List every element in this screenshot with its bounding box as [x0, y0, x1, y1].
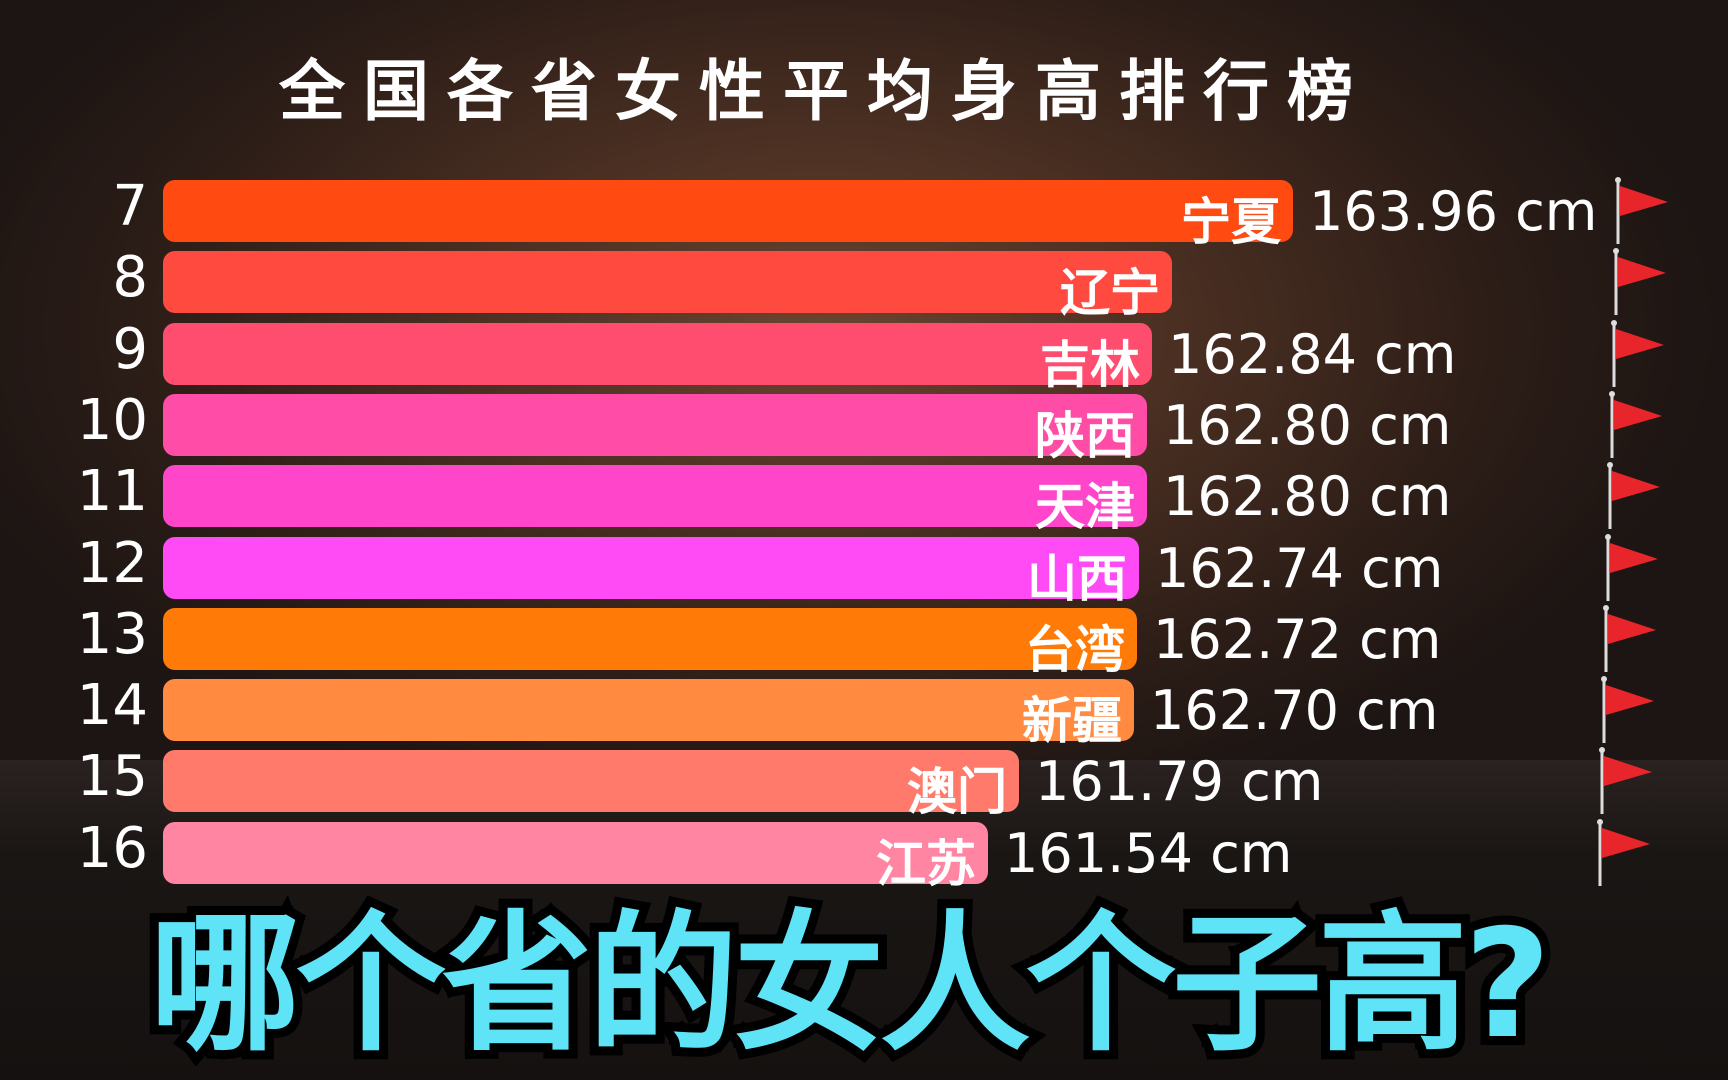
bar-row: 16 江苏 161.54 cm	[0, 816, 1728, 893]
bar: 吉林	[163, 322, 1152, 394]
value-label: 162.72 cm	[1153, 607, 1442, 671]
bar: 辽宁	[163, 251, 1172, 322]
bar: 新疆	[163, 679, 1134, 750]
rank-label: 12	[76, 530, 148, 596]
flag-icon	[1601, 676, 1654, 744]
value-label: 162.84 cm	[1168, 322, 1457, 386]
province-label: 澳门	[907, 763, 1007, 822]
value-label: 162.80 cm	[1163, 465, 1452, 529]
province-label: 天津	[1035, 478, 1135, 537]
flag-icon	[1599, 747, 1652, 815]
flag-icon	[1611, 319, 1664, 387]
province-label: 吉林	[1040, 335, 1140, 394]
bar-row: 9 吉林 162.84 cm	[0, 317, 1728, 394]
bar: 宁夏	[163, 180, 1293, 251]
bar: 陕西	[163, 393, 1147, 465]
flag-icon	[1615, 177, 1668, 244]
province-label: 新疆	[1022, 692, 1122, 751]
overlay-caption: 哪个省的女人个子高?	[141, 896, 1560, 1074]
bar: 澳门	[163, 750, 1019, 821]
value-label: 162.70 cm	[1150, 679, 1439, 743]
rank-label: 13	[76, 601, 148, 667]
bar-row: 8 辽宁	[0, 245, 1728, 322]
rank-label: 9	[112, 316, 148, 382]
bar: 山西	[163, 536, 1139, 608]
rank-label: 11	[76, 459, 148, 525]
bar-row: 13 台湾 162.72 cm	[0, 602, 1728, 679]
rank-label: 15	[76, 744, 148, 810]
flag-icon	[1609, 390, 1662, 458]
value-label: 161.54 cm	[1004, 821, 1293, 885]
flag-icon	[1605, 533, 1658, 601]
province-label: 陕西	[1035, 406, 1135, 465]
bar: 天津	[163, 465, 1147, 536]
province-label: 台湾	[1025, 620, 1125, 679]
rank-label: 7	[112, 174, 148, 239]
bar: 台湾	[163, 607, 1137, 679]
background-beach	[0, 760, 1728, 1080]
value-label: 162.80 cm	[1163, 393, 1452, 457]
rank-label: 8	[112, 245, 148, 311]
flag-icon	[1607, 462, 1660, 530]
bar-row: 12 山西 162.74 cm	[0, 531, 1728, 608]
rank-label: 14	[76, 673, 148, 739]
value-label: 163.96 cm	[1309, 180, 1598, 243]
bar-row: 7 宁夏 163.96 cm	[0, 174, 1728, 251]
rank-label: 16	[76, 815, 148, 881]
value-label: 162.74 cm	[1155, 536, 1444, 600]
value-label: 161.79 cm	[1035, 750, 1324, 814]
flag-icon	[1597, 818, 1650, 886]
flag-icon	[1613, 248, 1666, 316]
bar: 江苏	[163, 821, 988, 893]
province-label: 宁夏	[1181, 193, 1281, 251]
flag-icon	[1603, 604, 1656, 672]
chart-title: 全国各省女性平均身高排行榜	[279, 53, 1371, 130]
bar-row: 15 澳门 161.79 cm	[0, 744, 1728, 821]
province-label: 辽宁	[1060, 264, 1160, 323]
province-label: 江苏	[876, 834, 976, 893]
bar-row: 11 天津 162.80 cm	[0, 459, 1728, 536]
rank-label: 10	[76, 387, 148, 453]
bar-row: 14 新疆 162.70 cm	[0, 673, 1728, 750]
province-label: 山西	[1027, 549, 1127, 608]
bar-row: 10 陕西 162.80 cm	[0, 388, 1728, 465]
